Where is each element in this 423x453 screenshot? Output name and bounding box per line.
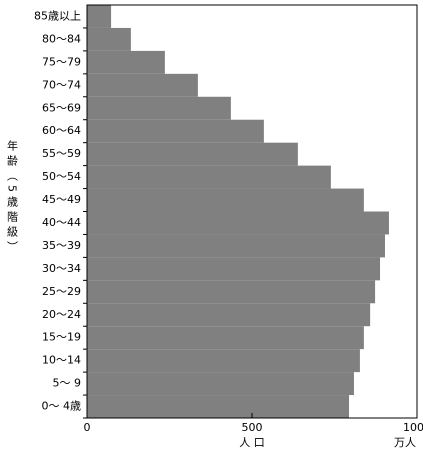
bar bbox=[87, 326, 364, 350]
y-tick-label: 15～19 bbox=[42, 331, 81, 344]
x-axis-unit: 万人 bbox=[394, 436, 416, 449]
y-tick-label: 5～ 9 bbox=[53, 377, 82, 390]
x-tick-label: 500 bbox=[242, 421, 263, 434]
bar bbox=[87, 395, 350, 418]
y-tick-label: 65～69 bbox=[42, 101, 81, 114]
bar bbox=[87, 372, 354, 396]
y-tick-label: 50～54 bbox=[42, 170, 81, 183]
x-axis-label: 人 口 bbox=[239, 436, 265, 449]
x-tick-label: 1000 bbox=[403, 421, 423, 434]
y-tick-label: 20～24 bbox=[42, 308, 81, 321]
bar bbox=[87, 280, 376, 304]
bar bbox=[87, 5, 112, 28]
bar bbox=[87, 73, 198, 97]
x-tick-label: 0 bbox=[84, 421, 91, 434]
y-tick-label: 80～84 bbox=[42, 32, 81, 45]
bar bbox=[87, 211, 389, 235]
y-tick-label: 30～34 bbox=[42, 262, 81, 275]
bar bbox=[87, 257, 381, 281]
bar bbox=[87, 234, 385, 258]
y-tick-label: 60～64 bbox=[42, 124, 81, 137]
bar bbox=[87, 96, 231, 120]
y-tick-label: 85歳以上 bbox=[34, 9, 81, 22]
bar bbox=[87, 188, 364, 212]
bar bbox=[87, 27, 131, 51]
y-tick-label: 40～44 bbox=[42, 216, 81, 229]
y-tick-label: 0～ 4歳 bbox=[42, 400, 82, 413]
y-tick-label: 45～49 bbox=[42, 193, 81, 206]
bar bbox=[87, 349, 360, 373]
bar bbox=[87, 119, 264, 143]
y-tick-label: 70～74 bbox=[42, 78, 81, 91]
y-tick-label: 55～59 bbox=[42, 147, 81, 160]
y-tick-label: 75～79 bbox=[42, 55, 81, 68]
bar bbox=[87, 142, 298, 166]
y-tick-label: 10～14 bbox=[42, 354, 81, 367]
bar bbox=[87, 50, 165, 74]
bar bbox=[87, 303, 371, 327]
y-tick-label: 35～39 bbox=[42, 239, 81, 252]
y-tick-label: 25～29 bbox=[42, 285, 81, 298]
y-axis-label: 年齢（5歳階級） bbox=[6, 139, 19, 256]
bar bbox=[87, 165, 331, 189]
